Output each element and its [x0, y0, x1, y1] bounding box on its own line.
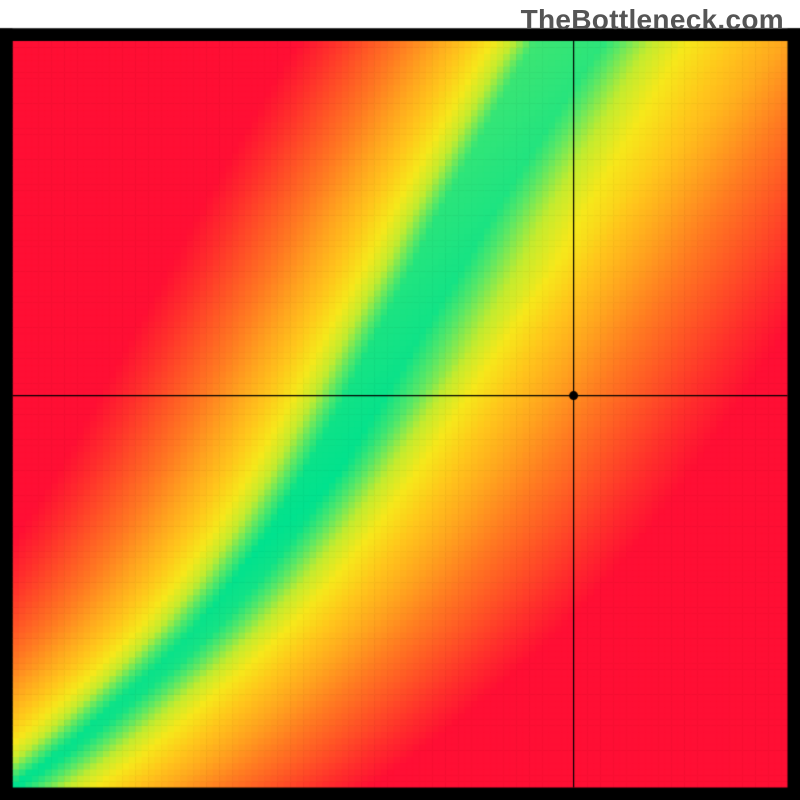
- bottleneck-heatmap: [0, 0, 800, 800]
- watermark-text: TheBottleneck.com: [521, 4, 784, 36]
